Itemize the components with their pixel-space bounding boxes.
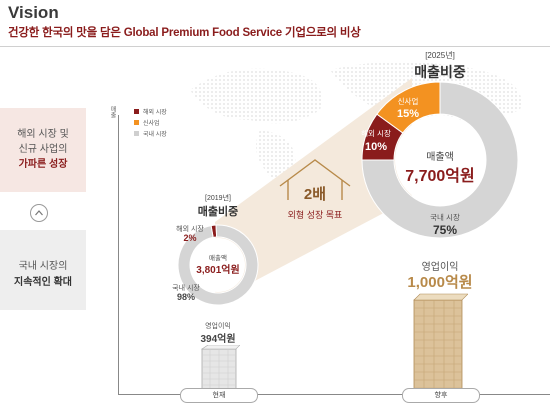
growth-caption: 외형 성장 목표 (287, 210, 343, 220)
center-value-2019: 3,801억원 (196, 265, 240, 276)
legend: 해외 시장 신사업 국내 시장 (134, 106, 167, 139)
legend-item-domestic: 국내 시장 (134, 128, 167, 139)
year-label-2019: [2019년] (205, 195, 231, 202)
op-income-label-future: 영업이익 (421, 262, 459, 273)
legend-swatch (134, 131, 139, 136)
op-income-value-current: 394억원 (200, 334, 236, 345)
overseas-growth-line1: 해외 시장 및 (17, 129, 69, 140)
slice-value-domestic-2025: 75% (432, 223, 458, 237)
x-axis-label-current: 현재 (180, 388, 258, 403)
y-axis-line (118, 115, 119, 395)
y-axis-label: 매출 (109, 106, 115, 118)
slice-value-overseas-2025: 10% (364, 141, 388, 153)
slice-label-overseas-2025: 해외 시장 (361, 129, 391, 138)
donut-chart-2025 (361, 81, 519, 239)
op-income-value-future: 1,000억원 (407, 274, 473, 291)
chevron-up-icon (30, 204, 48, 222)
slice-value-new-business-2025: 15% (396, 108, 420, 120)
x-axis-label-future: 향후 (402, 388, 480, 403)
legend-item-overseas: 해외 시장 (134, 106, 167, 117)
page-title: Vision (8, 3, 59, 22)
op-income-label-current: 영업이익 (205, 323, 231, 330)
page-subtitle: 건강한 한국의 맛을 담은 Global Premium Food Servic… (8, 27, 361, 39)
slice-label-domestic-2025: 국내 시장 (430, 213, 460, 222)
legend-swatch (134, 120, 139, 125)
center-label-2019: 매출액 (209, 255, 227, 262)
x-axis-line (118, 394, 550, 395)
slice-label-new-business-2025: 신사업 (397, 97, 419, 106)
building-icon-current (201, 345, 240, 395)
sales-share-title-2025: 매출비중 (414, 64, 466, 80)
donut-slice-2 (361, 81, 519, 239)
overseas-growth-line2: 신규 사업의 (18, 144, 68, 155)
donut-slice-1 (177, 224, 259, 306)
donut-hole (191, 238, 245, 292)
overseas-growth-box: 해외 시장 및 신규 사업의 가파른 성장 (0, 108, 86, 192)
year-label-2025: [2025년] (425, 51, 455, 60)
building-icon-future (413, 293, 468, 395)
growth-multiplier: 2배 (303, 186, 327, 203)
slice-label-domestic-2019: 국내 시장 (172, 285, 200, 292)
legend-label: 신사업 (143, 121, 160, 127)
overseas-growth-line3: 가파른 성장 (18, 159, 68, 170)
legend-swatch (134, 109, 139, 114)
slice-value-domestic-2019: 98% (176, 292, 195, 302)
slice-label-overseas-2019: 해외 시장 (176, 226, 204, 233)
sales-share-title-2019: 매출비중 (197, 206, 239, 218)
slice-value-overseas-2019: 2% (183, 233, 197, 243)
donut-hole (395, 115, 485, 205)
house-outline-icon (279, 159, 351, 200)
center-value-2025: 7,700억원 (405, 168, 475, 185)
domestic-growth-line2: 지속적인 확대 (14, 277, 72, 288)
donut-chart-2019 (177, 224, 259, 306)
domestic-growth-line1: 국내 시장의 (18, 261, 68, 272)
header-divider (0, 46, 550, 47)
domestic-growth-box: 국내 시장의 지속적인 확대 (0, 230, 86, 310)
center-label-2025: 매출액 (426, 152, 454, 163)
legend-item-new-business: 신사업 (134, 117, 167, 128)
legend-label: 국내 시장 (143, 132, 167, 138)
legend-label: 해외 시장 (143, 110, 167, 116)
